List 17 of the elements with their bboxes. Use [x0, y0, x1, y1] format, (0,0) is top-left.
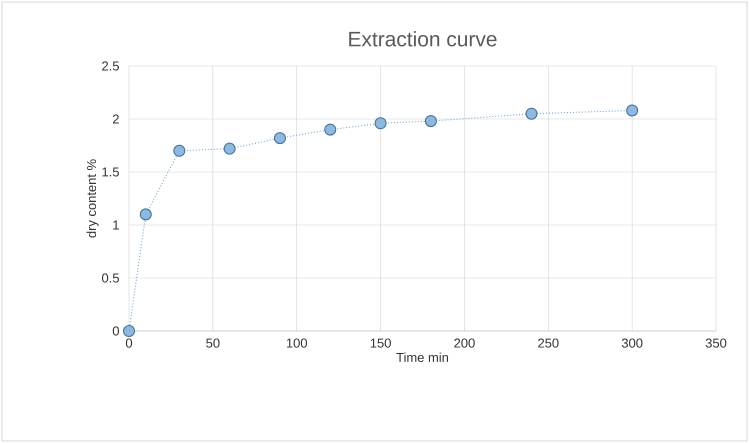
y-tick-label: 1.5: [102, 167, 119, 177]
x-tick-label: 50: [206, 338, 220, 348]
y-tick-label: 1: [113, 220, 119, 230]
x-tick-label: 300: [622, 338, 642, 348]
x-axis-title: Time min: [396, 352, 448, 362]
x-tick-label: 100: [286, 338, 308, 348]
x-tick-label: 250: [538, 338, 559, 348]
y-tick-label: 0: [112, 326, 119, 336]
x-tick-label: 200: [454, 338, 475, 348]
x-tick-label: 0: [126, 338, 132, 348]
x-tick-label: 350: [706, 338, 726, 348]
y-tick-label: 2: [112, 114, 119, 124]
x-tick-label: 150: [370, 338, 391, 348]
chart-title: Extraction curve: [349, 31, 497, 46]
y-tick-label: 2.5: [102, 61, 119, 71]
y-tick-label: 0.5: [102, 273, 119, 283]
y-axis-title: dry content %: [86, 159, 99, 238]
